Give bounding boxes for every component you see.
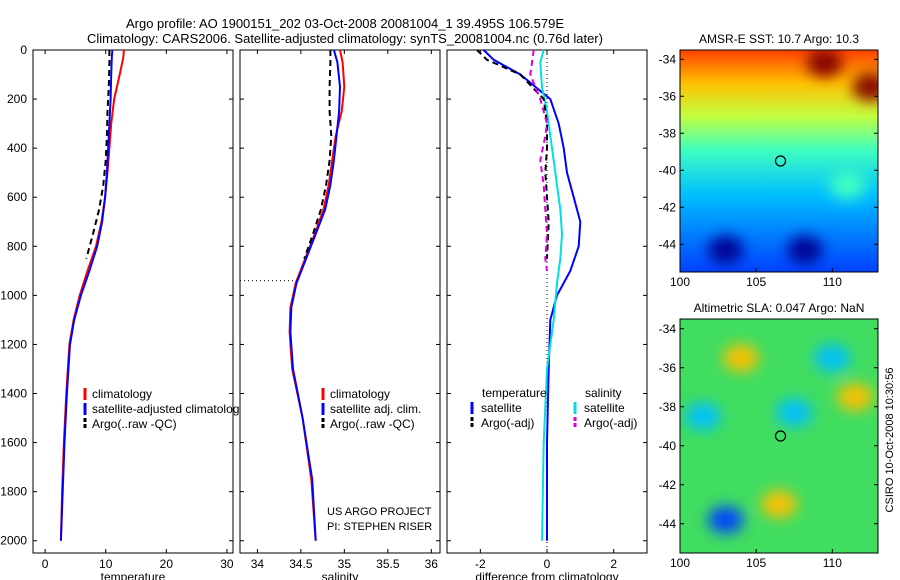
y-tick-label: -36: [659, 89, 677, 103]
map-blob: [806, 50, 843, 77]
y-tick-label: 1800: [0, 485, 27, 499]
y-tick-label: 0: [20, 43, 27, 57]
legend-label: Argo(..raw -QC): [330, 417, 415, 431]
y-tick-label: -42: [659, 200, 677, 214]
y-tick-label: -34: [659, 52, 677, 66]
argo-position-marker: [774, 430, 787, 442]
pi-label: PI: STEPHEN RISER: [327, 521, 432, 533]
series-line: [289, 49, 342, 541]
x-tick-label: 110: [823, 275, 842, 289]
x-tick-label: 35.5: [376, 557, 400, 571]
map-blob: [829, 171, 866, 200]
figure-title-line2: Climatology: CARS2006. Satellite-adjuste…: [87, 31, 603, 46]
series-line: [539, 49, 564, 541]
map-blob: [761, 490, 797, 519]
x-tick-label: 105: [746, 275, 766, 289]
y-tick-label: 200: [7, 92, 27, 106]
series-line: [303, 50, 333, 259]
x-axis-label: difference from climatology: [475, 570, 618, 580]
x-tick-label: 110: [823, 556, 842, 570]
axes-frame: [239, 49, 441, 554]
x-tick-label: 36: [425, 557, 439, 571]
map-background: [680, 50, 878, 272]
x-tick-label: 2: [610, 557, 617, 571]
x-tick-label: 34.5: [289, 557, 313, 571]
y-tick-label: -44: [659, 237, 677, 251]
map-blob: [684, 402, 721, 431]
y-tick-label: -42: [659, 478, 677, 492]
salinity-panel: 34 34.5 35 35.5 36 salinity climatologysatelli…: [239, 49, 441, 580]
map-blob: [776, 398, 813, 427]
x-tick-label: 10: [99, 557, 113, 571]
y-tick-label: -34: [659, 322, 677, 336]
series-line: [529, 49, 549, 271]
series-line: [85, 50, 111, 259]
y-tick-label: 600: [7, 190, 27, 204]
x-tick-label: 0: [544, 557, 551, 571]
y-tick-label: 800: [7, 239, 27, 253]
y-tick-label: 1200: [0, 337, 27, 351]
x-axis-label: temperature: [101, 570, 166, 580]
y-tick-label: -36: [659, 361, 677, 375]
legend-label: satellite: [481, 401, 522, 415]
map-blob: [852, 73, 878, 101]
map-blob: [837, 383, 874, 411]
y-tick-label: -40: [659, 163, 677, 177]
sla-map-panel: 100 105 110 -34 -36 -38 -40 -42 -44 Altimetric SL…: [659, 301, 879, 570]
y-tick-label: 1400: [0, 387, 27, 401]
legend-label: climatology: [92, 387, 152, 401]
y-tick-label: 400: [7, 141, 27, 155]
legend-label: Argo(-adj): [584, 416, 637, 430]
map-frame: [679, 49, 879, 273]
legend-label: Argo(..raw -QC): [92, 417, 177, 431]
map-field: [680, 50, 878, 272]
y-tick-label: 2000: [0, 534, 27, 548]
legend-heading: salinity: [585, 386, 622, 400]
x-tick-label: 34: [251, 557, 265, 571]
map-blob: [814, 344, 851, 372]
x-axis-label: salinity: [322, 570, 359, 580]
x-tick-label: 0: [42, 557, 49, 571]
y-tick-label: 1600: [0, 436, 27, 450]
x-tick-label: 35: [338, 557, 352, 571]
x-tick-label: 100: [670, 556, 690, 570]
timestamp-label: CSIRO 10-Oct-2008 10:30:56: [884, 368, 896, 513]
map-blob: [707, 505, 744, 534]
series-line: [59, 49, 114, 541]
x-tick-label: 105: [746, 556, 766, 570]
map-title: AMSR-E SST: 10.7 Argo: 10.3: [699, 32, 859, 46]
sst-map-panel: 100 105 110 -34 -36 -38 -40 -42 -44 AMSR-E SST: 1…: [659, 32, 879, 289]
series-line: [476, 49, 550, 259]
legend-label: satellite: [584, 401, 625, 415]
y-tick-label: -40: [659, 439, 677, 453]
y-tick-label: 1000: [0, 288, 27, 302]
y-tick-label: -38: [659, 400, 677, 414]
map-field: [680, 319, 878, 553]
axes-frame: [32, 49, 234, 554]
figure-title-line1: Argo profile: AO 1900151_202 03-Oct-2008…: [126, 16, 564, 31]
x-tick-label: 30: [220, 557, 234, 571]
map-blob: [786, 235, 823, 264]
argo-position-marker: [774, 155, 787, 167]
legend-label: climatology: [330, 387, 390, 401]
y-tick-label: -38: [659, 126, 677, 140]
x-tick-label: -2: [475, 557, 486, 571]
x-tick-label: 100: [670, 275, 690, 289]
map-blob: [722, 344, 759, 372]
y-tick-label: -44: [659, 517, 677, 531]
legend-label: satellite adj. clim.: [330, 402, 421, 416]
legend-label: Argo(-adj): [481, 416, 534, 430]
project-label: US ARGO PROJECT: [327, 506, 432, 518]
legend-heading: temperature: [482, 386, 547, 400]
map-title: Altimetric SLA: 0.047 Argo: NaN: [694, 301, 865, 315]
temperature-panel: 0 10 20 30 0 200 400 600 800 1000 1200 1400 1600 1800…: [0, 43, 245, 580]
x-tick-label: 20: [160, 557, 174, 571]
map-blob: [707, 235, 744, 264]
legend-label: satellite-adjusted climatology: [92, 402, 245, 416]
map-frame: [679, 318, 879, 554]
